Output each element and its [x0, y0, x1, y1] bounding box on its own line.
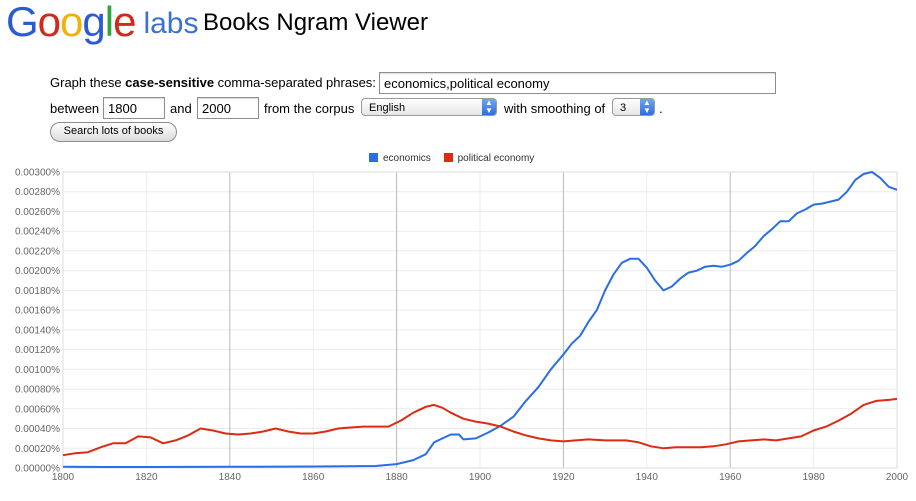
logo-suffix: labs — [143, 7, 199, 40]
y-tick-label: 0.00300% — [15, 168, 60, 179]
x-tick-label: 2000 — [886, 472, 909, 483]
y-tick-label: 0.00100% — [15, 365, 60, 376]
y-tick-label: 0.00260% — [15, 207, 60, 218]
x-tick-label: 1900 — [469, 472, 492, 483]
x-tick-label: 1820 — [135, 472, 158, 483]
case-sensitive-emphasis: case-sensitive — [125, 75, 215, 90]
x-tick-label: 1800 — [52, 472, 75, 483]
chart-grid — [62, 171, 898, 469]
y-tick-label: 0.00060% — [15, 404, 60, 415]
smoothing-label: with smoothing of — [504, 101, 606, 116]
search-button[interactable]: Search lots of books — [50, 122, 177, 142]
x-tick-label: 1960 — [719, 472, 742, 483]
x-tick-label: 1880 — [385, 472, 408, 483]
plot-area-border — [62, 171, 898, 469]
corpus-label: from the corpus — [264, 101, 355, 116]
app-title: Books Ngram Viewer — [203, 9, 428, 36]
y-axis-ticks: 0.00000% 0.00020% 0.00040% 0.00060% 0.00080%… — [15, 168, 60, 475]
x-tick-label: 1920 — [552, 472, 575, 483]
y-tick-label: 0.00280% — [15, 187, 60, 198]
between-label: between — [50, 101, 100, 116]
start-year-input[interactable] — [103, 97, 165, 119]
sentence-period: . — [659, 101, 663, 116]
y-tick-label: 0.00080% — [15, 385, 60, 396]
select-arrows-icon: ▲ ▼ — [640, 99, 654, 115]
chart-legend: economics political economy — [369, 153, 544, 164]
y-tick-label: 0.00040% — [15, 424, 60, 435]
chart-series — [62, 171, 898, 468]
phrases-label: Graph these case-sensitive comma-separat… — [50, 75, 376, 90]
and-label: and — [170, 101, 192, 116]
end-year-input[interactable] — [197, 97, 259, 119]
x-tick-label: 1940 — [636, 472, 659, 483]
phrases-input[interactable] — [379, 72, 776, 94]
logo-wordmark: Google — [6, 0, 136, 45]
x-tick-label: 1860 — [302, 472, 325, 483]
x-tick-label: 1980 — [802, 472, 825, 483]
legend-swatch-economics — [369, 153, 378, 162]
legend-item-economics: economics — [369, 153, 431, 164]
series-line-political-economy — [62, 397, 898, 457]
smoothing-select[interactable]: 3 ▲ ▼ — [612, 98, 655, 116]
y-tick-label: 0.00120% — [15, 345, 60, 356]
legend-item-political-economy: political economy — [443, 153, 535, 164]
y-tick-label: 0.00020% — [15, 444, 60, 455]
y-tick-label: 0.00140% — [15, 325, 60, 336]
y-tick-label: 0.00220% — [15, 246, 60, 257]
x-axis-ticks: 1800 1820 1840 1860 1880 1900 1920 1940 1960 1980… — [52, 472, 909, 483]
google-labs-logo[interactable]: Google labs — [6, 0, 199, 46]
series-line-economics — [62, 171, 898, 468]
legend-label-political-economy: political economy — [457, 153, 535, 164]
smoothing-select-value: 3 — [620, 102, 627, 114]
legend-swatch-political-economy — [443, 153, 453, 162]
y-tick-label: 0.00180% — [15, 286, 60, 297]
x-tick-label: 1840 — [219, 472, 242, 483]
legend-label-economics: economics — [383, 153, 431, 164]
y-tick-label: 0.00160% — [15, 306, 60, 317]
corpus-select-value: English — [369, 102, 406, 114]
y-tick-label: 0.00240% — [15, 227, 60, 238]
select-arrows-icon: ▲ ▼ — [482, 99, 496, 115]
corpus-select[interactable]: English ▲ ▼ — [361, 98, 497, 116]
y-tick-label: 0.00000% — [15, 464, 60, 475]
y-tick-label: 0.00200% — [15, 266, 60, 277]
